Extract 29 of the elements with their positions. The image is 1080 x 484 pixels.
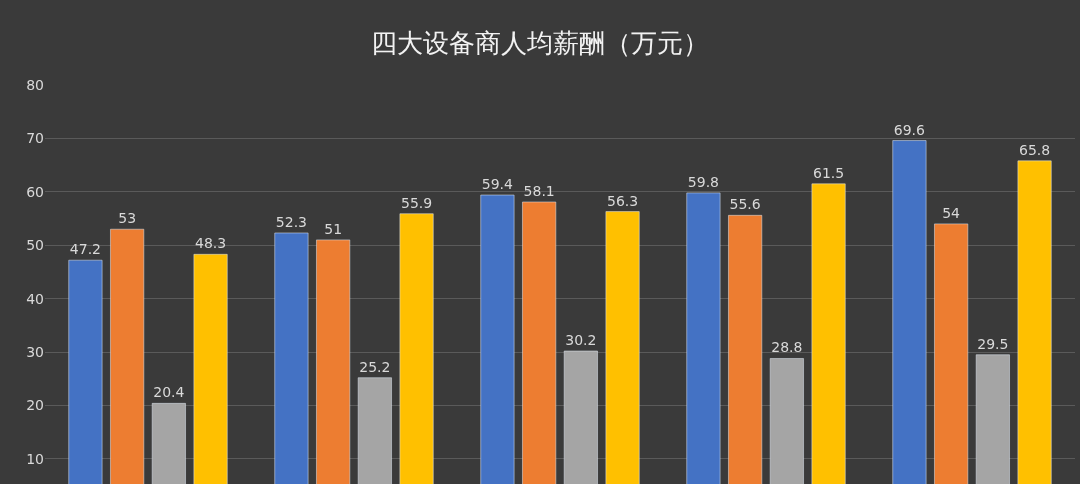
- data-label: 61.5: [812, 164, 845, 181]
- data-label: 58.1: [523, 182, 555, 199]
- data-label: 55.6: [729, 196, 761, 213]
- data-label: 59.8: [687, 173, 720, 190]
- data-label: 30.2: [565, 332, 597, 348]
- chart-title: 四大设备商人均薪酬（万元）: [371, 28, 709, 59]
- y-tick-label: 50: [26, 237, 44, 254]
- data-label: 48.3: [194, 235, 227, 252]
- data-label: 59.4: [481, 176, 514, 193]
- data-label: 25.2: [359, 358, 391, 375]
- y-tick-label: 10: [26, 450, 44, 467]
- data-label: 69.6: [893, 121, 926, 138]
- data-label: 47.2: [69, 241, 102, 258]
- data-label: 52.3: [275, 213, 308, 230]
- y-tick-label: 30: [26, 343, 44, 360]
- y-tick-label: 70: [26, 130, 44, 147]
- data-label: 55.9: [400, 194, 433, 211]
- y-tick-label: 20: [26, 397, 44, 414]
- data-label: 54: [942, 204, 961, 221]
- y-tick-label: 60: [26, 183, 44, 200]
- data-label: 56.3: [606, 192, 639, 209]
- data-label: 51: [324, 220, 343, 237]
- y-tick-label: 80: [26, 76, 44, 93]
- data-label: 29.5: [977, 335, 1009, 352]
- data-label: 28.8: [771, 339, 803, 356]
- data-label: 65.8: [1018, 141, 1051, 158]
- data-label: 53: [118, 210, 137, 227]
- data-label: 20.4: [153, 384, 185, 401]
- y-tick-label: 40: [26, 290, 44, 307]
